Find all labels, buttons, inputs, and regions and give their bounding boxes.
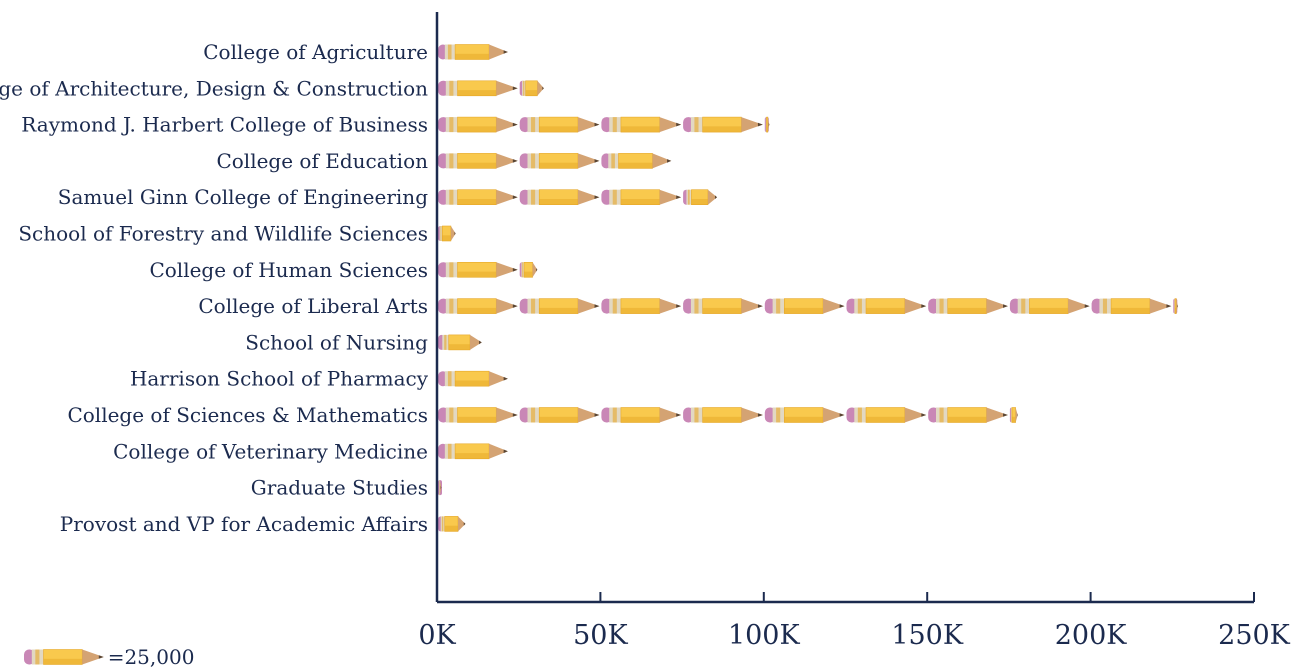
- pencil-icon: [438, 516, 466, 532]
- pencil-icon: [764, 407, 845, 423]
- x-tick-label: 150K: [891, 620, 964, 651]
- pencil-icon: [764, 298, 845, 314]
- x-tick-label: 50K: [573, 620, 628, 651]
- pencil-icon: [438, 225, 456, 242]
- pencil-icon: [846, 298, 927, 314]
- category-label: Provost and VP for Academic Affairs: [60, 512, 428, 536]
- pencil-icon: [683, 407, 763, 423]
- bar: [438, 516, 466, 532]
- axes: [435, 12, 1254, 604]
- pencil-icon: [438, 298, 518, 314]
- category-label: College of Veterinary Medicine: [113, 439, 428, 463]
- pencil-icon: [438, 443, 508, 460]
- bar: [438, 153, 672, 169]
- legend-label: =25,000: [108, 645, 195, 668]
- category-label: College of Sciences & Mathematics: [67, 403, 428, 427]
- bar: [438, 80, 544, 97]
- category-label: Samuel Ginn College of Engineering: [58, 185, 428, 209]
- pencil-icon: [438, 189, 518, 205]
- pencil-icon: [438, 480, 442, 496]
- pencil-icon: [519, 153, 600, 169]
- pencil-icon: [438, 261, 518, 278]
- category-label: Harrison School of Pharmacy: [130, 367, 429, 391]
- pencil-icon: [438, 407, 518, 423]
- x-tick-label: 100K: [728, 620, 801, 651]
- pencil-icon: [519, 261, 538, 278]
- bar: [438, 334, 482, 351]
- pencil-icon: [928, 407, 1008, 423]
- pencil-icon: [438, 116, 518, 133]
- pencil-icon: [519, 298, 600, 314]
- category-label: College of Liberal Arts: [198, 294, 428, 318]
- x-axis-ticks: 0K 50K 100K 150K 200K 250K: [418, 592, 1291, 651]
- x-tick-label: 200K: [1055, 620, 1128, 651]
- pencil-icon: [1009, 298, 1090, 314]
- pencil-icon: [438, 80, 518, 97]
- bar: [438, 443, 508, 460]
- bar: [438, 407, 1018, 423]
- pencil-icon: [438, 334, 482, 351]
- pencil-icon: [519, 189, 600, 205]
- pencil-icon: [438, 370, 508, 387]
- category-label: College of Education: [216, 149, 428, 173]
- pencil-icon: [601, 153, 672, 169]
- pencil-icon: [928, 298, 1008, 314]
- pencil-icon: [1091, 298, 1172, 314]
- pencil-icon: [519, 407, 600, 423]
- x-tick-label: 250K: [1218, 620, 1291, 651]
- pencil-icon: [846, 407, 927, 423]
- bar: [438, 225, 456, 242]
- category-labels: College of Agriculture College of Archite…: [0, 40, 429, 536]
- bar: [438, 261, 538, 278]
- pencil-icon: [1009, 407, 1018, 423]
- bar: [438, 480, 442, 496]
- x-tick-label: 0K: [418, 620, 456, 651]
- pencil-icon: [1173, 298, 1178, 314]
- category-label: Raymond J. Harbert College of Business: [21, 113, 428, 137]
- bar: [438, 44, 508, 60]
- category-label: School of Nursing: [245, 330, 428, 354]
- category-label: College of Agriculture: [203, 40, 428, 64]
- bar: [438, 116, 770, 133]
- category-label: College of Architecture, Design & Constr…: [0, 76, 428, 100]
- pencil-icon: [683, 189, 718, 205]
- legend-pencil-icon: [24, 649, 104, 665]
- pencil-icon: [601, 298, 682, 314]
- category-label: School of Forestry and Wildlife Sciences: [18, 222, 428, 246]
- pencil-icon: [683, 298, 763, 314]
- category-label: Graduate Studies: [251, 476, 428, 500]
- pencil-icon: [683, 116, 763, 133]
- pencil-bars: [438, 44, 1178, 532]
- legend: =25,000: [24, 645, 194, 668]
- pencil-icon: [601, 407, 682, 423]
- bar: [438, 370, 508, 387]
- pencil-icon: [601, 116, 682, 133]
- pencil-icon: [438, 44, 508, 60]
- pencil-icon: [438, 153, 518, 169]
- category-label: College of Human Sciences: [149, 258, 428, 282]
- pencil-icon: [601, 189, 682, 205]
- pencil-icon: [519, 116, 600, 133]
- bar: [438, 189, 718, 205]
- bar: [438, 298, 1178, 314]
- pencil-icon: [764, 116, 770, 133]
- pencil-icon: [519, 80, 544, 97]
